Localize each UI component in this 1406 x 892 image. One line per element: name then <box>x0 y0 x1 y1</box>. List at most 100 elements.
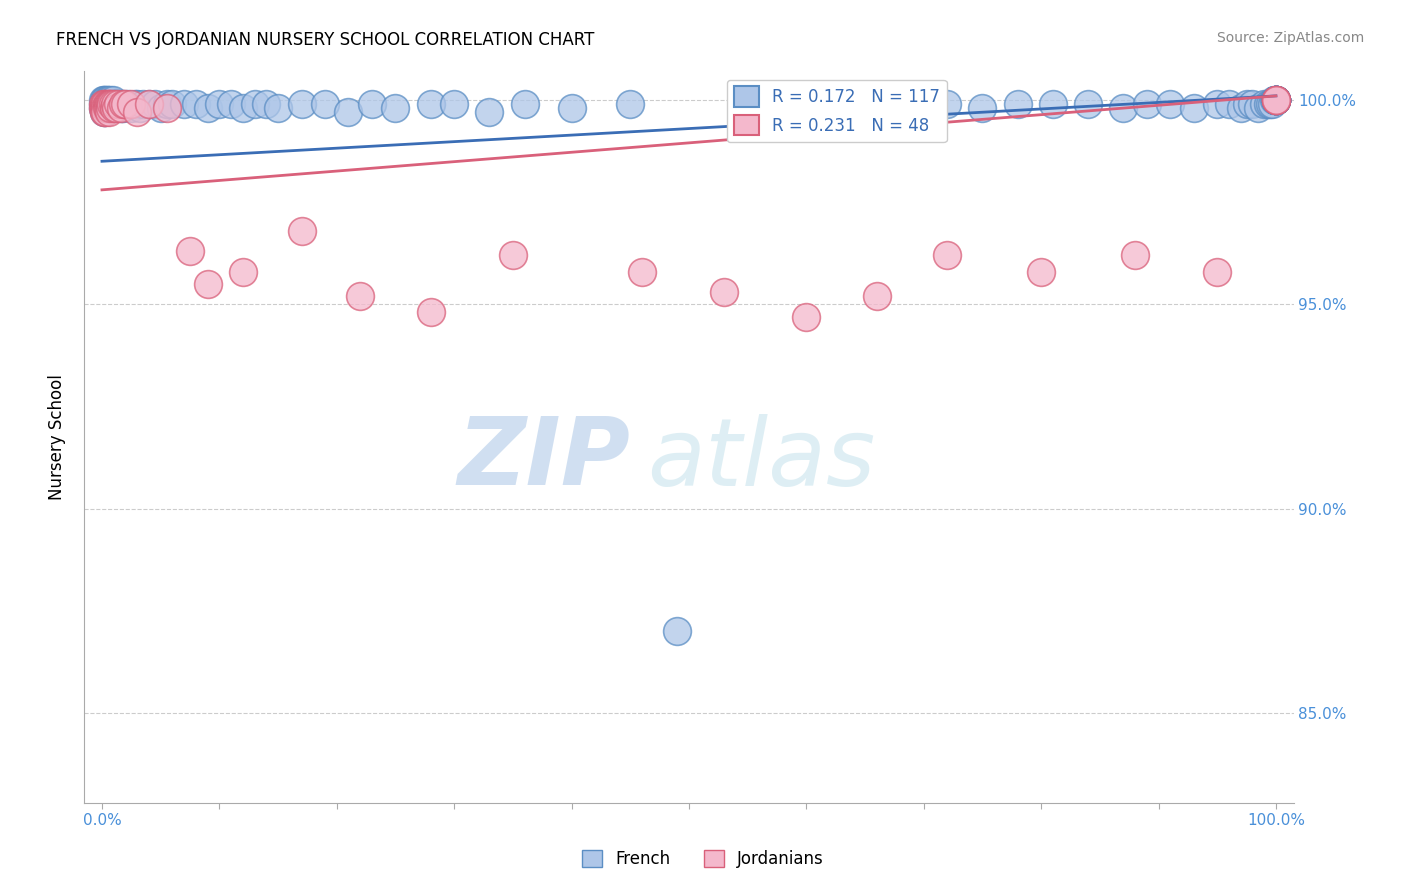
Point <box>794 310 817 324</box>
Point <box>114 97 136 112</box>
Point <box>197 277 219 291</box>
Point <box>100 97 122 112</box>
Point <box>1241 97 1264 112</box>
Point <box>513 97 536 112</box>
Point <box>1182 101 1205 115</box>
Point <box>1264 93 1286 107</box>
Point <box>936 97 959 112</box>
Point <box>98 101 121 115</box>
Point <box>1264 93 1286 107</box>
Point <box>1264 93 1286 107</box>
Point <box>91 101 114 115</box>
Point <box>1206 97 1229 112</box>
Point <box>91 97 114 112</box>
Point <box>936 248 959 262</box>
Point <box>1258 97 1281 112</box>
Point <box>267 101 290 115</box>
Point <box>101 97 124 112</box>
Point <box>866 289 889 303</box>
Point <box>1264 93 1286 107</box>
Point <box>96 101 118 115</box>
Point <box>314 97 336 112</box>
Y-axis label: Nursery School: Nursery School <box>48 374 66 500</box>
Point <box>818 101 841 115</box>
Point <box>197 101 219 115</box>
Point <box>1077 97 1099 112</box>
Point <box>384 101 406 115</box>
Point <box>111 97 134 112</box>
Point <box>1264 93 1286 107</box>
Point <box>502 248 524 262</box>
Point <box>853 97 876 112</box>
Point <box>162 97 184 112</box>
Point <box>1029 264 1052 278</box>
Point <box>1159 97 1181 112</box>
Point <box>93 97 115 112</box>
Point <box>1112 101 1135 115</box>
Point <box>93 93 115 107</box>
Point <box>1042 97 1064 112</box>
Point <box>98 101 121 115</box>
Point <box>97 97 120 112</box>
Point <box>97 101 120 115</box>
Point <box>1264 93 1286 107</box>
Point <box>143 97 166 112</box>
Point <box>1264 93 1286 107</box>
Point <box>110 101 132 115</box>
Point <box>100 97 122 112</box>
Point <box>91 97 114 112</box>
Point <box>889 97 911 112</box>
Point <box>105 101 128 115</box>
Point <box>1247 101 1270 115</box>
Point <box>94 97 117 112</box>
Point <box>478 105 501 120</box>
Point <box>155 101 177 115</box>
Point <box>443 97 465 112</box>
Point <box>98 97 121 112</box>
Point <box>128 101 150 115</box>
Point <box>666 624 689 639</box>
Point <box>94 105 117 120</box>
Point <box>105 97 128 112</box>
Point <box>1264 93 1286 107</box>
Point <box>93 101 115 115</box>
Point <box>103 97 125 112</box>
Point <box>561 101 583 115</box>
Point <box>1253 97 1275 112</box>
Point <box>103 101 125 115</box>
Point <box>337 105 360 120</box>
Point <box>713 285 735 299</box>
Point <box>243 97 266 112</box>
Point <box>1264 93 1286 107</box>
Point <box>208 97 231 112</box>
Point <box>349 289 371 303</box>
Point <box>97 101 120 115</box>
Point <box>1264 93 1286 107</box>
Point <box>94 105 117 120</box>
Point <box>93 105 115 120</box>
Point <box>107 97 129 112</box>
Point <box>1264 93 1286 107</box>
Point <box>120 97 142 112</box>
Point <box>138 97 160 112</box>
Point <box>972 101 994 115</box>
Point <box>94 93 117 107</box>
Point <box>361 97 384 112</box>
Point <box>155 97 177 112</box>
Point <box>1264 93 1286 107</box>
Point <box>1264 93 1286 107</box>
Point <box>114 97 136 112</box>
Point <box>132 97 155 112</box>
Point <box>96 101 118 115</box>
Point <box>104 97 127 112</box>
Point <box>96 97 118 112</box>
Point <box>100 101 122 115</box>
Point <box>107 97 129 112</box>
Point <box>93 101 115 115</box>
Point <box>98 97 121 112</box>
Text: ZIP: ZIP <box>457 413 630 505</box>
Point <box>124 97 146 112</box>
Point <box>290 224 312 238</box>
Point <box>1263 93 1285 107</box>
Point <box>1264 93 1286 107</box>
